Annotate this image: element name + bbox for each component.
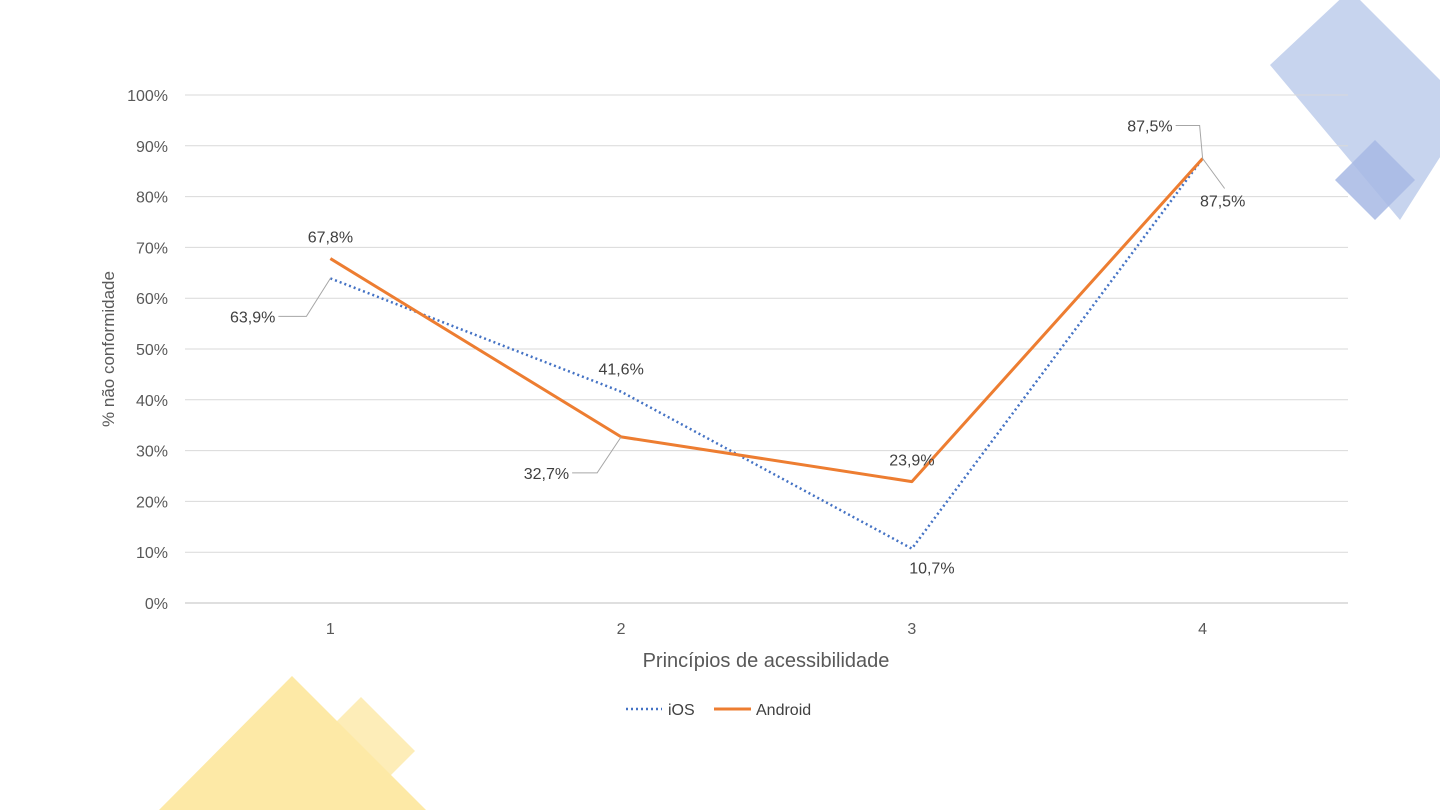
- data-label-android: 67,8%: [308, 230, 353, 247]
- x-axis-title: Princípios de acessibilidade: [643, 650, 890, 672]
- data-labels: 63,9% 41,6% 10,7% 87,5% 67,8% 32,7% 23,9% 87,5%: [230, 119, 1245, 578]
- series-line-ios: [329, 157, 1204, 550]
- y-tick-label: 60%: [136, 291, 168, 308]
- y-axis-ticks: 0% 10% 20% 30% 40% 50% 60% 70% 80% 90% 100%: [127, 88, 168, 613]
- y-tick-label: 30%: [136, 444, 168, 461]
- data-label-ios: 63,9%: [230, 309, 275, 326]
- label-leader-lines: [278, 125, 1226, 474]
- data-label-android: 32,7%: [524, 466, 569, 483]
- data-label-ios: 87,5%: [1200, 194, 1245, 211]
- y-tick-label: 80%: [136, 190, 168, 207]
- data-label-ios: 10,7%: [909, 561, 954, 578]
- y-tick-label: 40%: [136, 393, 168, 410]
- legend-label-ios: iOS: [668, 702, 695, 719]
- data-label-android: 23,9%: [889, 453, 934, 470]
- data-label-android: 87,5%: [1127, 119, 1172, 136]
- legend-label-android: Android: [756, 702, 811, 719]
- series-line-android: [329, 157, 1204, 484]
- decor-yellow-diamond-small: [307, 697, 415, 805]
- y-tick-label: 10%: [136, 545, 168, 562]
- legend: iOS Android: [626, 702, 811, 719]
- series-lines: [329, 157, 1204, 550]
- x-tick-label: 3: [907, 621, 916, 638]
- leader-line: [278, 278, 331, 317]
- x-tick-label: 1: [326, 621, 335, 638]
- gridlines: [185, 94, 1348, 604]
- x-tick-label: 2: [617, 621, 626, 638]
- y-tick-label: 20%: [136, 494, 168, 511]
- leader-line: [1202, 158, 1226, 189]
- y-tick-label: 100%: [127, 88, 168, 105]
- leader-line: [572, 436, 622, 474]
- decor-blue-diamond-small: [1335, 140, 1415, 220]
- y-tick-label: 70%: [136, 240, 168, 257]
- y-tick-label: 0%: [145, 596, 168, 613]
- x-axis-ticks: 1 2 3 4: [326, 621, 1207, 638]
- y-tick-label: 50%: [136, 342, 168, 359]
- y-tick-label: 90%: [136, 139, 168, 156]
- y-axis-title: % não conformidade: [99, 271, 118, 427]
- data-label-ios: 41,6%: [598, 362, 643, 379]
- x-tick-label: 4: [1198, 621, 1207, 638]
- decorative-shapes: [158, 0, 1440, 810]
- leader-line: [1175, 125, 1204, 159]
